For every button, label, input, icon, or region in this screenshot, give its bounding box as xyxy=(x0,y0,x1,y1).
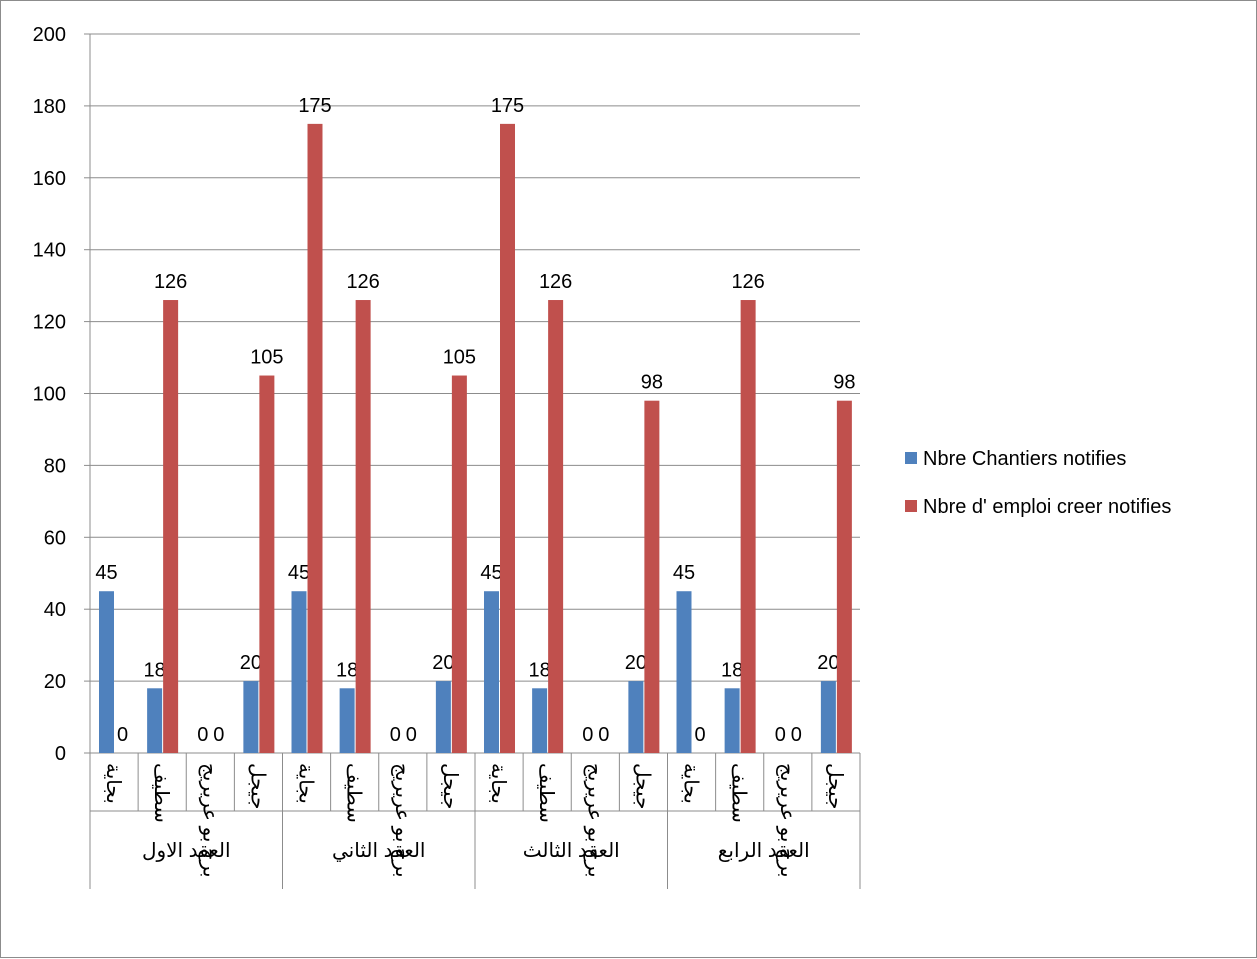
legend-swatch xyxy=(905,452,917,464)
data-label: 20 xyxy=(240,652,262,674)
bar-chantiers xyxy=(724,688,740,753)
category-label: بجاية xyxy=(295,763,317,804)
bar-emploi xyxy=(836,400,852,753)
bar-chantiers xyxy=(99,591,114,753)
category-label: برج بو عريريج xyxy=(776,763,798,878)
group-label: العقد الرابع xyxy=(718,840,810,862)
y-tick-label: 60 xyxy=(44,527,66,549)
legend-label: Nbre d' emploi creer notifies xyxy=(923,496,1171,518)
data-label: 0 xyxy=(213,724,224,746)
data-label: 105 xyxy=(250,347,283,369)
category-label: جيجل xyxy=(439,763,461,809)
y-tick-label: 120 xyxy=(33,312,66,334)
bar-emploi xyxy=(259,375,275,753)
data-label: 20 xyxy=(625,652,647,674)
bar-emploi xyxy=(355,300,371,753)
data-label: 0 xyxy=(791,724,802,746)
category-label: جيجل xyxy=(246,763,268,809)
data-label: 0 xyxy=(694,724,705,746)
y-tick-label: 0 xyxy=(55,743,66,765)
data-label: 126 xyxy=(731,271,764,293)
data-label: 126 xyxy=(154,271,187,293)
group-label: العقد الثاني xyxy=(332,840,426,863)
data-label: 45 xyxy=(95,562,117,584)
category-label: سطيف xyxy=(728,763,750,823)
group-label: العقد الثالث xyxy=(523,840,620,862)
category-label: برج بو عريريج xyxy=(583,763,605,878)
data-label: 98 xyxy=(833,372,855,394)
bar-chantiers xyxy=(291,591,307,753)
category-label: بجاية xyxy=(680,763,702,804)
data-label: 18 xyxy=(336,659,358,681)
category-label: جيجل xyxy=(631,763,653,809)
data-label: 45 xyxy=(288,562,310,584)
y-tick-label: 80 xyxy=(44,455,66,477)
bar-emploi xyxy=(548,300,564,753)
y-tick-label: 200 xyxy=(33,24,66,46)
data-label: 20 xyxy=(432,652,454,674)
data-label: 0 xyxy=(775,724,786,746)
data-label: 98 xyxy=(641,372,663,394)
bar-chantiers xyxy=(484,591,499,753)
data-label: 18 xyxy=(529,659,551,681)
y-tick-label: 160 xyxy=(33,168,66,190)
data-label: 0 xyxy=(197,724,208,746)
category-label: برج بو عريريج xyxy=(198,763,220,878)
y-tick-label: 140 xyxy=(33,240,66,262)
category-label: سطيف xyxy=(150,763,172,823)
data-label: 20 xyxy=(817,652,839,674)
data-label: 45 xyxy=(673,562,695,584)
category-label: سطيف xyxy=(343,763,365,823)
data-label: 0 xyxy=(390,724,401,746)
bar-chantiers xyxy=(820,681,836,753)
data-label: 105 xyxy=(443,347,476,369)
bar-emploi xyxy=(500,123,515,753)
bar-emploi xyxy=(163,300,179,753)
y-tick-label: 40 xyxy=(44,599,66,621)
bar-chantiers xyxy=(243,681,259,753)
legend-swatch xyxy=(905,500,917,512)
bar-chantiers xyxy=(532,688,548,753)
category-label: جيجل xyxy=(824,763,846,809)
data-label: 175 xyxy=(491,95,524,117)
y-tick-label: 20 xyxy=(44,671,66,693)
category-label: برج بو عريريج xyxy=(391,763,413,878)
bar-emploi xyxy=(451,375,467,753)
bar-chantiers xyxy=(676,591,692,753)
category-label: بجاية xyxy=(487,763,509,804)
data-label: 175 xyxy=(298,95,331,117)
bar-emploi xyxy=(307,123,323,753)
bar-emploi xyxy=(644,400,660,753)
y-tick-label: 100 xyxy=(33,384,66,406)
data-label: 18 xyxy=(144,659,166,681)
data-label: 0 xyxy=(582,724,593,746)
bar-chantiers xyxy=(628,681,644,753)
data-label: 0 xyxy=(598,724,609,746)
bar-chantiers xyxy=(339,688,355,753)
category-label: بجاية xyxy=(102,763,124,804)
bar-chantiers xyxy=(435,681,451,753)
data-label: 0 xyxy=(117,724,128,746)
data-label: 18 xyxy=(721,659,743,681)
bar-chantiers xyxy=(147,688,163,753)
bar-emploi xyxy=(740,300,756,753)
category-label: سطيف xyxy=(535,763,557,823)
data-label: 126 xyxy=(539,271,572,293)
data-label: 45 xyxy=(480,562,502,584)
y-tick-label: 180 xyxy=(33,96,66,118)
data-label: 126 xyxy=(346,271,379,293)
data-label: 0 xyxy=(406,724,417,746)
group-label: العقد الاول xyxy=(142,840,231,862)
legend-label: Nbre Chantiers notifies xyxy=(923,448,1126,470)
